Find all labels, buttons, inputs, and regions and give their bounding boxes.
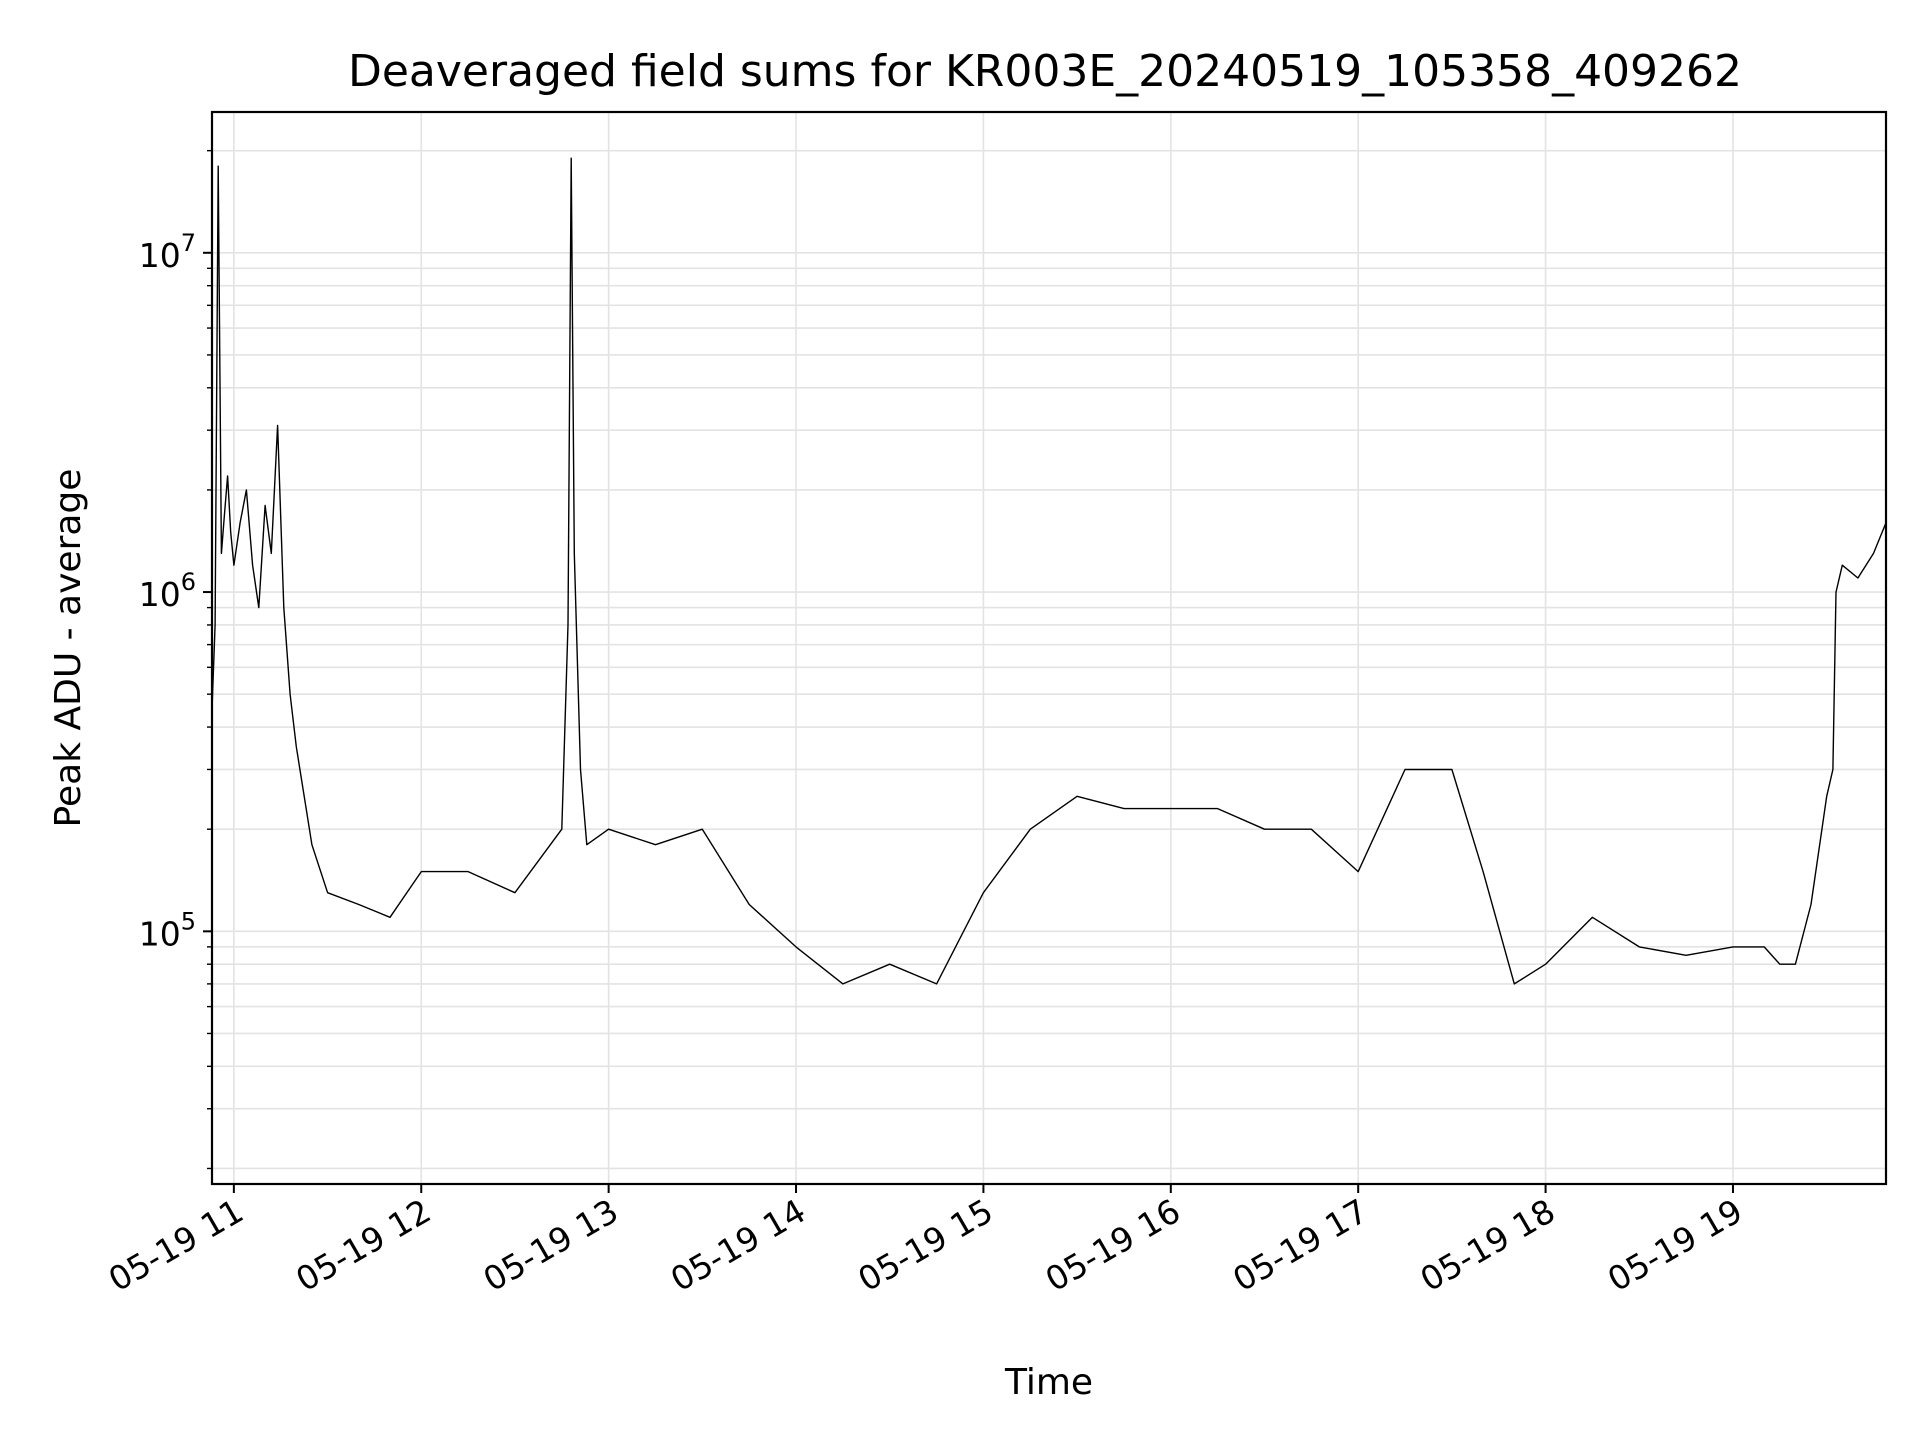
- chart-title: Deaveraged field sums for KR003E_2024051…: [348, 46, 1742, 97]
- y-tick-label: 107: [139, 229, 196, 275]
- y-tick-label: 105: [139, 907, 196, 953]
- y-tick-label: 106: [139, 568, 196, 614]
- y-axis-label: Peak ADU - average: [48, 469, 89, 828]
- series-layer: [212, 157, 1886, 985]
- grid-layer: [212, 112, 1886, 1184]
- series-line: [212, 157, 1886, 985]
- x-axis-label: Time: [1004, 1362, 1093, 1403]
- plot-area-frame: [210, 110, 1888, 1186]
